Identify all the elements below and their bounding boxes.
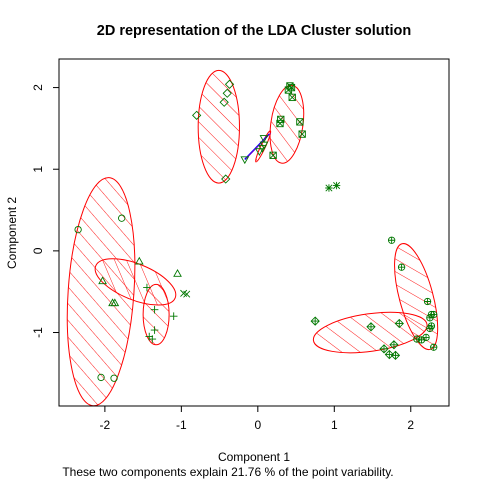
cluster-10-point-9	[417, 336, 426, 344]
cluster-10-ellipse	[394, 243, 439, 351]
cluster-2-point-3	[134, 256, 144, 265]
cluster-10-point-5	[426, 314, 434, 322]
cluster-10-point-1	[397, 263, 406, 271]
cluster-3-point-1	[150, 305, 159, 314]
cluster-5-point-2	[222, 88, 232, 98]
cluster-7-point-7	[298, 130, 306, 138]
plot-area	[66, 69, 439, 407]
cluster-5-point-1	[224, 79, 235, 89]
cluster-1-point-3	[110, 374, 118, 382]
cluster-10-point-0	[387, 236, 396, 244]
x-tick-label: -2	[100, 418, 111, 432]
x-tick-label: 2	[407, 418, 414, 432]
cluster-1-point-1	[118, 214, 126, 222]
cluster-1-point-0	[74, 225, 82, 234]
cluster-4-point-1	[180, 289, 188, 297]
cluster-8-point-0	[325, 184, 333, 192]
cluster-3-ellipse	[142, 283, 170, 346]
cluster-1-point-2	[97, 373, 105, 382]
x-tick-label: -1	[176, 418, 187, 432]
chart-subtitle: These two components explain 21.76 % of …	[62, 465, 393, 479]
x-tick-label: 0	[254, 418, 261, 432]
cluster-3-point-4	[148, 335, 157, 343]
cluster-7-point-5	[276, 119, 284, 128]
cluster-10-point-10	[413, 335, 421, 343]
cluster-5-point-0	[192, 110, 202, 120]
y-tick-label: 0	[31, 247, 45, 254]
cluster-10-point-7	[426, 324, 434, 333]
cluster-9-point-0	[310, 316, 320, 326]
cluster-9-point-1	[366, 322, 376, 332]
cluster-2-point-4	[173, 269, 182, 277]
y-axis: -1 0 1 2	[31, 84, 60, 338]
cluster-9-point-6	[394, 318, 404, 329]
cluster-6-point-4	[254, 148, 264, 156]
cluster-3-point-5	[169, 312, 178, 320]
cluster-3-point-2	[150, 326, 159, 334]
x-axis-label: Component 1	[218, 450, 290, 464]
y-tick-label: -1	[31, 327, 45, 338]
cluster-9-point-4	[390, 350, 401, 361]
cluster-2-point-2	[110, 298, 120, 307]
cluster-3-point-0	[143, 283, 151, 292]
x-axis: -2 -1 0 1 2	[100, 405, 414, 432]
y-tick-label: 1	[31, 166, 45, 173]
cluster-9-point-5	[389, 340, 399, 350]
cluster-5-ellipse	[197, 69, 240, 184]
cluster-8-point-1	[332, 181, 341, 190]
cluster-7-point-3	[288, 93, 296, 102]
cluster-6-point-1	[259, 135, 269, 143]
cluster-5-point-4	[221, 174, 231, 184]
cluster-10-point-2	[423, 297, 432, 306]
cluster-6-point-0	[240, 156, 250, 165]
y-axis-label: Component 2	[5, 197, 19, 269]
cluster-5-point-3	[219, 97, 229, 107]
cluster-7-ellipse	[269, 84, 305, 164]
cluster-10-point-11	[430, 343, 438, 351]
y-tick-label: 2	[31, 84, 45, 91]
cluster-7-point-8	[269, 151, 277, 159]
cluster-2-point-0	[98, 276, 107, 285]
cluster-7-point-2	[284, 86, 293, 94]
cluster-9-point-2	[379, 344, 389, 354]
chart-title: 2D representation of the LDA Cluster sol…	[97, 23, 411, 39]
x-tick-label: 1	[331, 418, 338, 432]
cluster-7-point-6	[296, 118, 304, 126]
